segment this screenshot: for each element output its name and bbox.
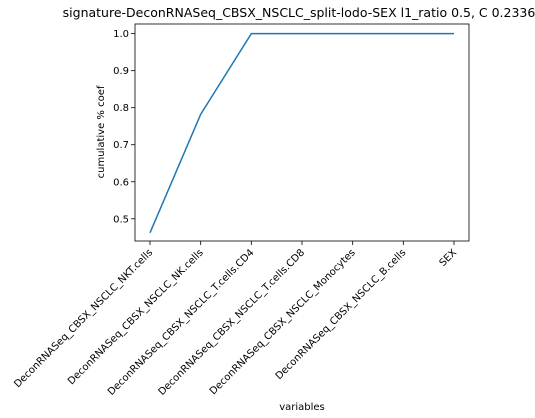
y-tick-label: 0.9 xyxy=(113,66,129,77)
y-tick-label: 0.5 xyxy=(113,214,129,225)
x-axis: DeconRNASeq_CBSX_NSCLC_NKT.cellsDeconRNA… xyxy=(12,241,459,398)
x-axis-label: variables xyxy=(279,402,325,413)
y-axis-label: cumulative % coef xyxy=(96,85,107,178)
x-tick-label: SEX xyxy=(438,247,460,269)
y-tick-label: 0.8 xyxy=(113,103,129,114)
y-tick-label: 0.7 xyxy=(113,140,129,151)
series-line xyxy=(149,32,454,234)
y-axis: 0.5 0.6 0.7 0.8 0.9 1.0 xyxy=(113,29,135,225)
plot-area xyxy=(134,23,470,242)
y-tick-label: 0.6 xyxy=(113,177,129,188)
chart-title: signature-DeconRNASeq_CBSX_NSCLC_split-l… xyxy=(63,5,535,20)
y-tick-label: 1.0 xyxy=(113,29,129,40)
